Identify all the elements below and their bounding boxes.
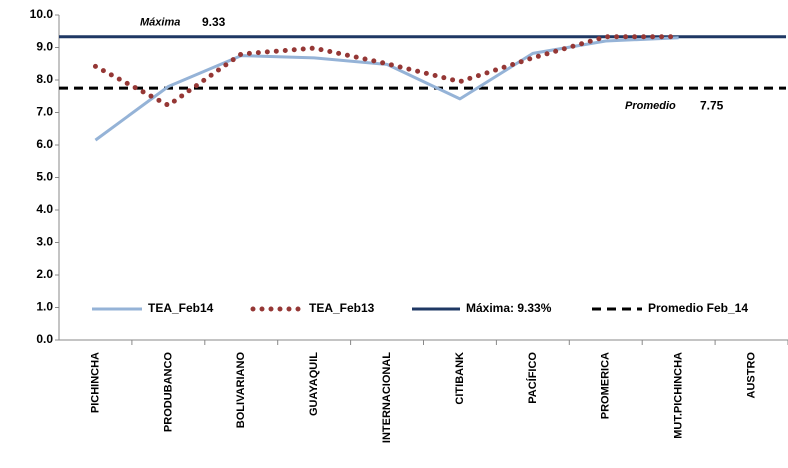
- x-tick-label: GUAYAQUIL: [308, 352, 320, 416]
- x-tick-label: CITIBANK: [454, 352, 466, 405]
- x-tick-label: PRODUBANCO: [162, 352, 174, 433]
- x-tick-label: INTERNACIONAL: [381, 352, 393, 443]
- y-tick-label: 6.0: [36, 137, 53, 151]
- x-tick-label: BOLIVARIANO: [235, 352, 247, 429]
- y-tick-label: 9.0: [36, 40, 53, 54]
- y-tick-label: 0.0: [36, 332, 53, 346]
- x-tick-label: MUT.PICHINCHA: [673, 352, 685, 439]
- x-tick-label: PROMERICA: [600, 352, 612, 419]
- x-tick-label: PICHINCHA: [89, 352, 101, 413]
- reference-value: 9.33: [202, 15, 226, 29]
- legend-label: Promedio Feb_14: [648, 301, 748, 315]
- y-tick-label: 2.0: [36, 267, 53, 281]
- legend-label: TEA_Feb13: [309, 301, 375, 315]
- legend-label: TEA_Feb14: [148, 301, 214, 315]
- reference-label: Promedio: [625, 100, 676, 112]
- y-tick-label: 1.0: [36, 300, 53, 314]
- y-tick-label: 5.0: [36, 170, 53, 184]
- reference-label: Máxima: [140, 17, 180, 29]
- reference-value: 7.75: [700, 98, 724, 112]
- x-tick-label: PACÍFICO: [526, 352, 539, 404]
- x-tick-label: AUSTRO: [745, 352, 757, 399]
- y-tick-label: 4.0: [36, 202, 53, 216]
- legend-label: Máxima: 9.33%: [466, 301, 552, 315]
- y-tick-label: 10.0: [30, 7, 54, 21]
- y-tick-label: 7.0: [36, 105, 53, 119]
- y-tick-label: 8.0: [36, 72, 53, 86]
- series-line: [92, 34, 682, 108]
- y-tick-label: 3.0: [36, 235, 53, 249]
